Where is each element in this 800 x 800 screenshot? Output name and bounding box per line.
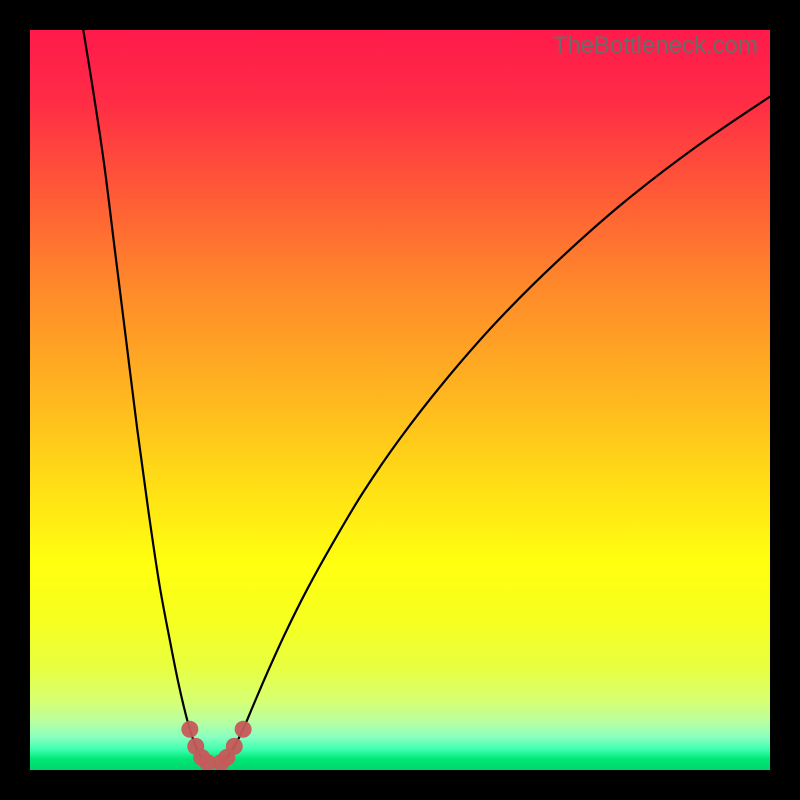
- curve-layer: [30, 30, 770, 770]
- plot-area: [30, 30, 770, 770]
- watermark-text: TheBottleneck.com: [553, 32, 758, 60]
- curve-branch: [83, 30, 207, 763]
- valley-marker: [226, 738, 243, 755]
- chart-frame: TheBottleneck.com: [0, 0, 800, 800]
- curve-branch: [221, 97, 770, 763]
- valley-marker: [181, 721, 198, 738]
- valley-marker: [235, 721, 252, 738]
